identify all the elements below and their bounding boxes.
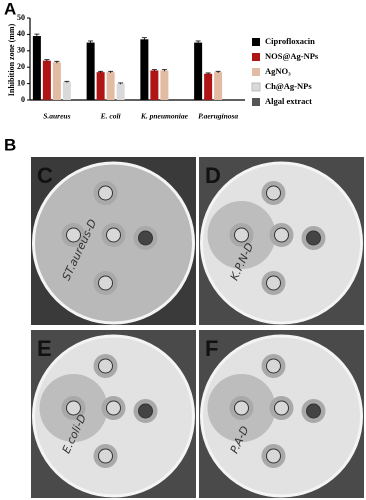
x-tick-label: S.aureus xyxy=(43,112,70,121)
y-tick-label: 50 xyxy=(17,13,25,22)
disc xyxy=(266,275,281,291)
plates: CST.aureus-DDK.P.N-DEE.coli-DFP.A-D xyxy=(31,157,364,498)
disc xyxy=(266,185,281,201)
legend-swatch xyxy=(252,38,260,46)
bar xyxy=(52,62,61,100)
error-bar xyxy=(54,60,60,64)
y-tick-label: 20 xyxy=(17,62,25,71)
legend-label: Ciprofloxacin xyxy=(265,36,315,46)
bar xyxy=(62,81,71,100)
bar xyxy=(32,36,41,100)
disc xyxy=(274,400,289,416)
y-tick-label: 10 xyxy=(17,78,25,87)
x-tick-label: P.aeruginosa xyxy=(198,112,238,121)
panel-label: A xyxy=(4,0,16,18)
legend-label: NOS@Ag-NPs xyxy=(265,51,319,61)
error-bar xyxy=(88,40,94,45)
error-bar xyxy=(205,72,211,75)
disc xyxy=(138,230,153,246)
bar xyxy=(106,72,115,100)
panel-label: B xyxy=(4,135,16,154)
plate-label: F xyxy=(205,336,218,361)
bar xyxy=(42,60,51,100)
error-bar xyxy=(118,82,124,85)
bar xyxy=(194,42,203,100)
x-tick-label: E. coli xyxy=(100,112,122,121)
disc xyxy=(274,227,289,243)
plate-label: D xyxy=(205,163,221,188)
disc xyxy=(98,185,113,201)
error-bar xyxy=(64,80,70,83)
y-tick-label: 0 xyxy=(21,95,25,104)
error-bar xyxy=(141,37,147,41)
y-tick-label: 40 xyxy=(17,29,25,38)
y-tick-label: 30 xyxy=(17,46,25,55)
disc xyxy=(98,358,113,374)
error-bar xyxy=(108,70,114,73)
disc xyxy=(306,403,321,419)
legend-swatch xyxy=(252,98,260,106)
disc xyxy=(98,448,113,464)
disc xyxy=(234,227,249,243)
legend-label: Ch@Ag-NPs xyxy=(265,81,312,91)
bar xyxy=(116,83,125,100)
error-bar xyxy=(44,59,50,62)
bar xyxy=(214,72,223,100)
bar xyxy=(160,70,169,100)
bar xyxy=(204,73,213,100)
x-tick-label: K. pneumoniae xyxy=(140,112,189,121)
error-bar xyxy=(34,33,40,39)
legend-swatch xyxy=(251,82,261,92)
error-bar xyxy=(98,70,104,73)
legend-swatch xyxy=(252,53,260,61)
error-bar xyxy=(215,70,221,73)
disc xyxy=(106,227,121,243)
legend-swatch xyxy=(252,68,260,76)
error-bar xyxy=(161,69,167,72)
legend-label: AgNO₃ xyxy=(265,66,291,76)
error-bar xyxy=(195,40,201,45)
disc xyxy=(234,400,249,416)
disc xyxy=(266,448,281,464)
disc xyxy=(106,400,121,416)
bar xyxy=(150,70,159,100)
disc xyxy=(306,230,321,246)
disc xyxy=(98,275,113,291)
bar xyxy=(96,72,105,100)
bar xyxy=(86,42,95,100)
disc xyxy=(138,403,153,419)
plate-label: C xyxy=(37,163,53,188)
disc xyxy=(66,400,81,416)
error-bar xyxy=(151,69,157,72)
y-axis-title: Inhibition zone (mm) xyxy=(7,23,16,96)
legend-label: Algal extract xyxy=(265,96,312,106)
plate-label: E xyxy=(37,336,52,361)
disc xyxy=(66,227,81,243)
bar xyxy=(140,39,149,100)
disc xyxy=(266,358,281,374)
